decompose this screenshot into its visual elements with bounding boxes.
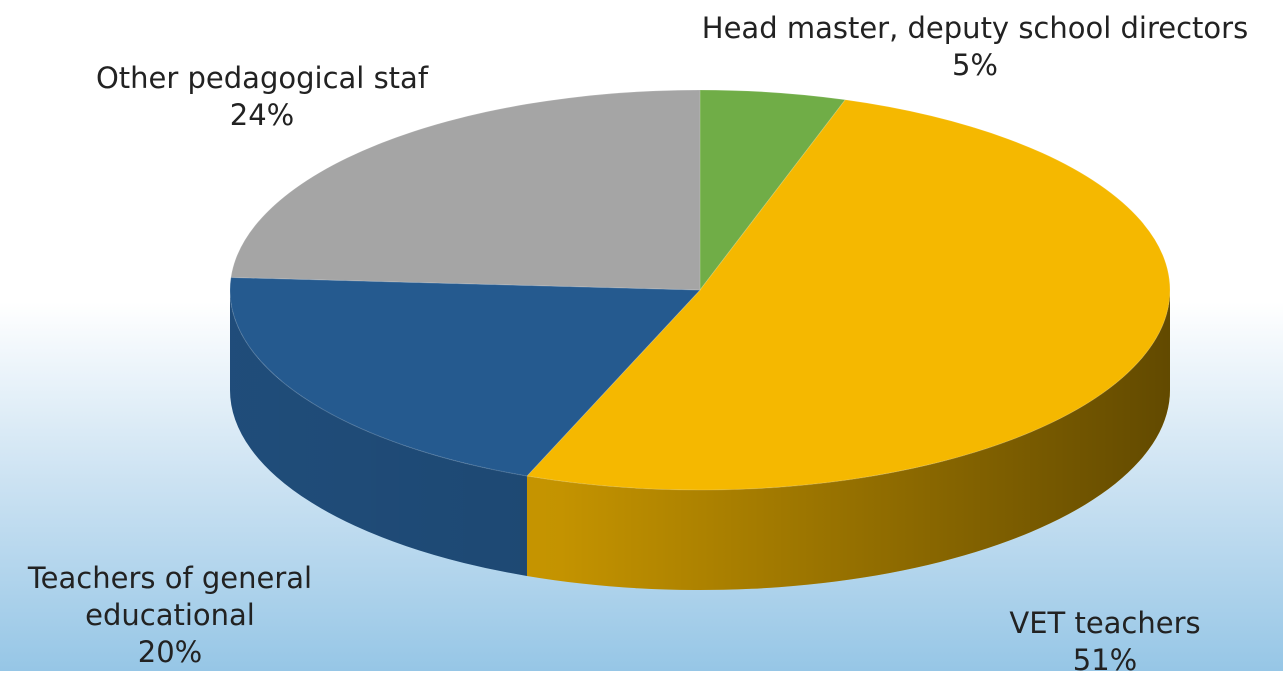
category-label: Head master, deputy school directors	[701, 11, 1249, 45]
data-label: Teachers of general educational 20%	[0, 560, 340, 671]
slice	[699, 89, 847, 292]
side-shade	[230, 290, 527, 576]
slice	[525, 99, 1171, 491]
category-label: VET teachers	[1009, 606, 1201, 640]
value-label: 5%	[951, 48, 998, 82]
slice	[229, 276, 702, 477]
value-label: 20%	[137, 635, 203, 669]
category-label: Other pedagogical staf	[95, 61, 429, 95]
data-label: Head master, deputy school directors 5%	[655, 10, 1283, 84]
value-label: 24%	[229, 98, 295, 132]
data-label: VET teachers 51%	[955, 605, 1255, 679]
data-label: Other pedagogical staf 24%	[42, 60, 482, 134]
side-shade	[526, 290, 1170, 590]
category-label: Teachers of general educational	[27, 561, 313, 632]
slice	[230, 89, 701, 291]
value-label: 51%	[1072, 643, 1138, 677]
